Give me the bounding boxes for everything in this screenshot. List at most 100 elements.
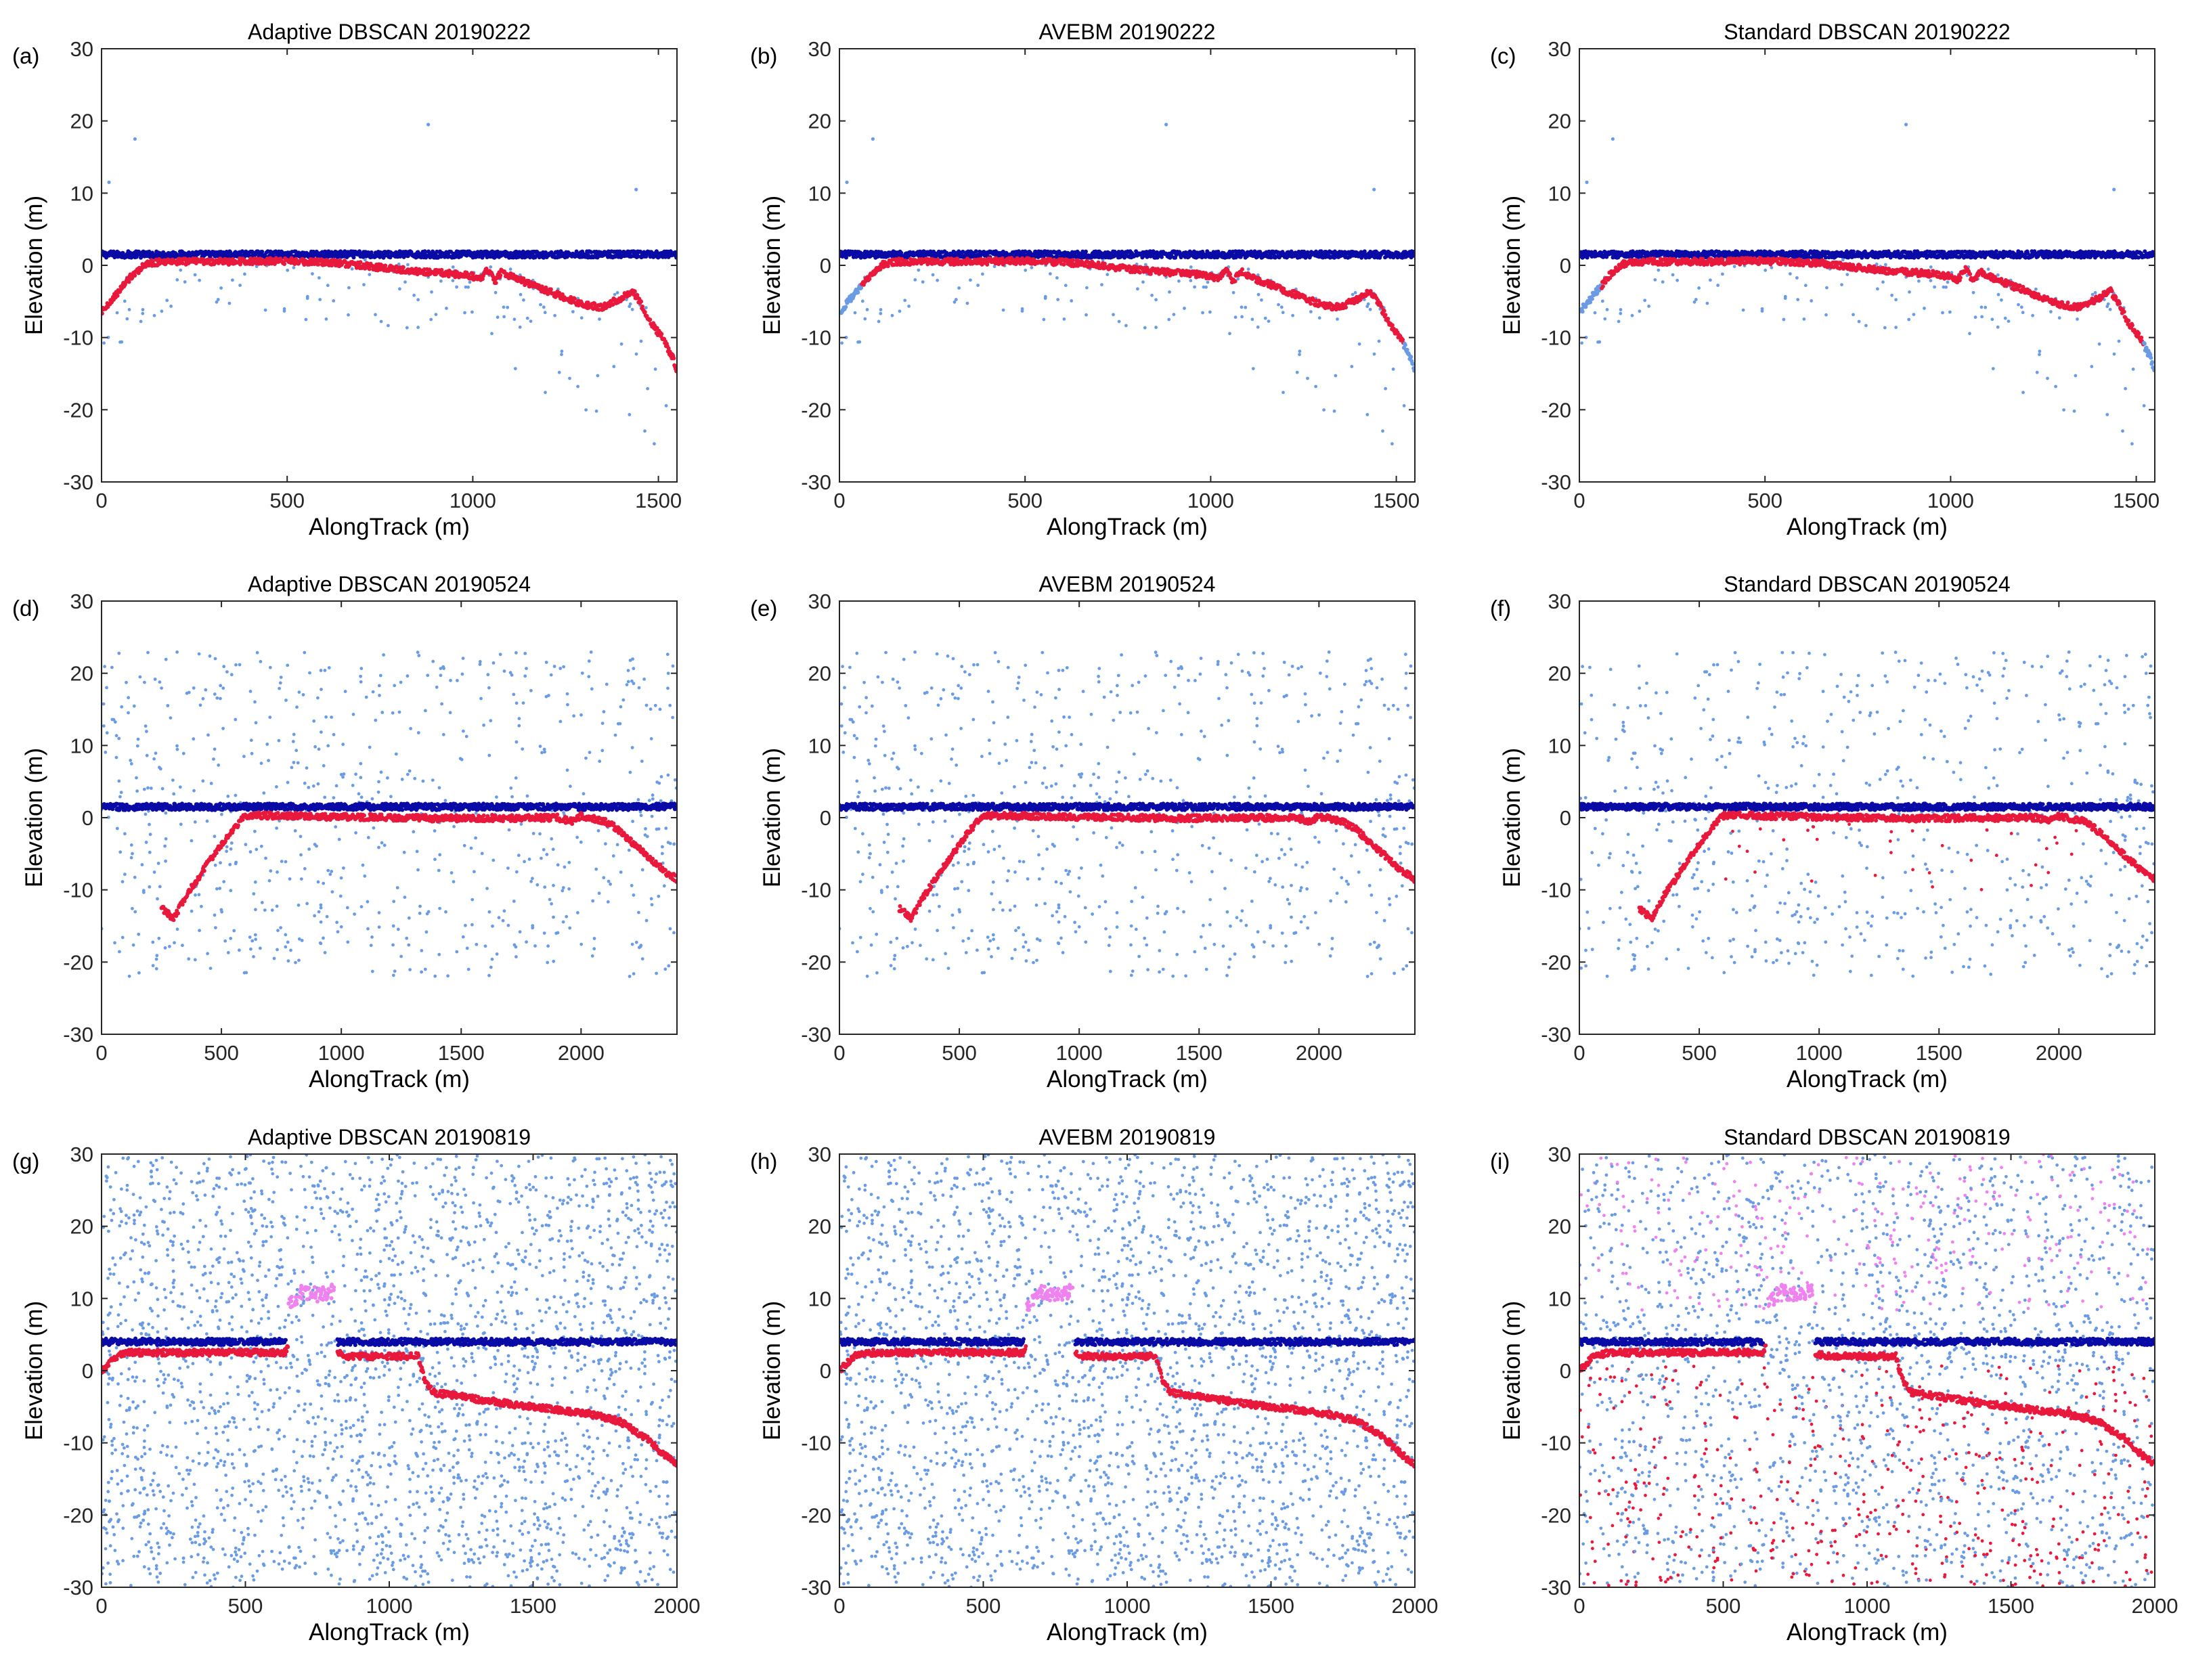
noise-point bbox=[490, 332, 494, 336]
noise-point bbox=[374, 313, 377, 317]
noise-point bbox=[243, 272, 246, 276]
noise-point bbox=[594, 410, 598, 413]
noise-point bbox=[2031, 313, 2035, 317]
noise-point bbox=[1279, 305, 1284, 309]
noise-point bbox=[179, 268, 183, 272]
noise-point bbox=[1764, 268, 1768, 272]
noise-point bbox=[1112, 313, 1115, 317]
noise-point bbox=[1204, 285, 1208, 289]
seabed-point bbox=[401, 265, 406, 269]
noise-point bbox=[2035, 370, 2039, 374]
noise-point bbox=[227, 301, 232, 305]
seabed-point bbox=[1134, 265, 1139, 269]
noise-point bbox=[1240, 305, 1244, 309]
noise-point bbox=[2003, 316, 2007, 320]
seabed-point bbox=[859, 286, 864, 290]
noise-point bbox=[628, 305, 632, 309]
seabed-point bbox=[1409, 355, 1414, 359]
x-axis-label: AlongTrack (m) bbox=[1047, 514, 1208, 540]
noise-point bbox=[890, 313, 894, 317]
noise-point bbox=[1929, 279, 1933, 282]
y-tick-label: -10 bbox=[63, 326, 93, 350]
seabed-point bbox=[322, 263, 327, 267]
noise-point bbox=[2108, 307, 2112, 311]
seabed-point bbox=[470, 271, 475, 276]
y-tick-label: 30 bbox=[70, 37, 93, 61]
outlier-point bbox=[426, 123, 431, 127]
surface-point bbox=[260, 249, 265, 254]
seabed-point bbox=[1411, 361, 1415, 366]
y-tick-label: -30 bbox=[801, 470, 831, 494]
noise-point bbox=[1796, 298, 1800, 301]
noise-point bbox=[1251, 367, 1255, 370]
seabed-point bbox=[1061, 262, 1066, 267]
noise-point bbox=[1056, 298, 1060, 301]
seabed-point bbox=[1137, 270, 1142, 275]
noise-point bbox=[856, 340, 860, 344]
noise-point bbox=[1741, 308, 1745, 312]
noise-point bbox=[169, 305, 173, 308]
noise-point bbox=[952, 300, 957, 304]
noise-point bbox=[1676, 278, 1680, 282]
noise-point bbox=[2054, 384, 2058, 389]
noise-point bbox=[2021, 311, 2025, 315]
noise-point bbox=[525, 316, 529, 320]
y-tick-label: 30 bbox=[808, 37, 831, 61]
seabed-point bbox=[523, 283, 527, 288]
x-tick-label: 1000 bbox=[1187, 489, 1234, 512]
noise-point bbox=[1584, 336, 1588, 339]
noise-point bbox=[1876, 287, 1879, 291]
surface-point bbox=[1084, 249, 1088, 254]
noise-point bbox=[1824, 313, 1828, 317]
noise-point bbox=[596, 374, 600, 378]
noise-point bbox=[907, 305, 911, 308]
surface-point bbox=[1160, 255, 1164, 259]
seabed-point bbox=[655, 326, 659, 330]
noise-point bbox=[1803, 284, 1808, 288]
noise-point bbox=[1883, 326, 1887, 330]
noise-point bbox=[1971, 290, 1975, 294]
seabed-point bbox=[856, 290, 860, 294]
noise-point bbox=[1732, 265, 1736, 269]
noise-point bbox=[468, 280, 472, 284]
noise-point bbox=[519, 292, 523, 296]
noise-point bbox=[1001, 308, 1005, 312]
noise-point bbox=[2017, 303, 2020, 307]
noise-point bbox=[1857, 319, 1861, 324]
noise-point bbox=[1973, 315, 1977, 319]
noise-point bbox=[1991, 367, 1995, 370]
y-tick-label: 0 bbox=[82, 254, 93, 278]
noise-point bbox=[1202, 285, 1206, 289]
noise-point bbox=[1064, 284, 1068, 288]
panel-label: (a) bbox=[12, 43, 39, 68]
noise-point bbox=[198, 278, 201, 282]
noise-point bbox=[405, 326, 409, 330]
surface-point bbox=[589, 250, 594, 255]
noise-point bbox=[2057, 316, 2061, 320]
outlier-point bbox=[107, 180, 111, 184]
surface-point bbox=[1302, 249, 1307, 254]
noise-point bbox=[2090, 365, 2094, 368]
x-tick-label: 0 bbox=[833, 489, 845, 512]
seabed-point bbox=[498, 273, 503, 278]
outlier-point bbox=[133, 137, 137, 141]
noise-point bbox=[2062, 408, 2066, 412]
seabed-point bbox=[572, 296, 577, 301]
noise-point bbox=[1697, 286, 1701, 290]
seabed-point bbox=[521, 276, 526, 281]
noise-point bbox=[1085, 286, 1089, 290]
noise-point bbox=[263, 308, 267, 312]
noise-point bbox=[141, 311, 145, 315]
noise-point bbox=[1042, 317, 1046, 322]
surface-point bbox=[1269, 255, 1273, 260]
noise-point bbox=[1929, 265, 1933, 269]
noise-point bbox=[1281, 311, 1285, 315]
noise-point bbox=[1124, 324, 1128, 328]
noise-point bbox=[981, 272, 984, 276]
noise-point bbox=[1206, 280, 1210, 284]
noise-point bbox=[2093, 291, 2097, 294]
noise-point bbox=[1984, 305, 1988, 309]
noise-point bbox=[1600, 299, 1604, 303]
noise-point bbox=[1154, 298, 1158, 302]
